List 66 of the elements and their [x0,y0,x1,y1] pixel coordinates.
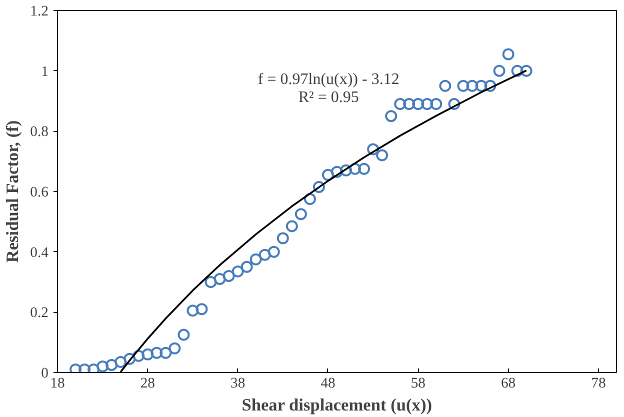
point [124,352,136,365]
point [268,246,280,258]
annotation: f = 0.97ln(u(x)) - 3.12 [258,70,400,88]
point [394,98,406,110]
y-tick-label: 0.6 [30,184,49,200]
point [412,98,424,110]
point [276,232,289,244]
point [96,360,109,372]
point [466,80,478,92]
y-tick-label: 0 [41,366,48,382]
y-tick-label: 0.8 [30,124,49,140]
point [204,276,217,288]
point [286,220,298,232]
point [150,346,163,359]
point [168,342,181,354]
point [132,350,145,362]
point [331,166,343,178]
x-tick-label: 38 [230,376,246,392]
x-tick-label: 68 [500,376,516,392]
point [304,193,316,206]
x-tick-label: 78 [591,376,606,392]
point [430,98,442,110]
point [439,80,452,92]
point [511,64,524,77]
point [114,356,127,368]
point [421,98,434,110]
point [358,162,370,175]
point [294,208,307,220]
point [448,98,460,110]
point [349,162,362,175]
point [484,80,496,92]
point [312,180,325,193]
point [322,168,334,181]
point [475,80,488,92]
point [520,64,532,77]
point [186,304,199,317]
point [160,346,172,359]
point [340,164,352,176]
point [178,328,190,341]
y-tick-label: 0.2 [30,305,49,322]
point [493,64,506,77]
point [240,260,253,273]
x-tick-label: 28 [140,376,155,392]
y-tick-label: 1.2 [30,4,49,20]
point [258,248,271,261]
point [232,265,244,278]
point [385,110,398,122]
point [142,348,154,360]
x-tick-label: 58 [410,376,426,392]
point [376,149,388,162]
point [502,48,514,60]
x-axis-title: Shear displacement (u(x)) [242,396,432,414]
point [214,272,226,285]
y-tick-label: 0.4 [30,244,50,261]
x-tick-label: 48 [320,376,336,392]
point [403,98,416,110]
point [196,303,208,316]
y-tick-label: 1 [41,64,48,80]
point [222,270,235,282]
point [457,80,470,92]
y-axis-title: Residual Factor, (f) [3,120,22,263]
point [250,253,262,266]
x-tick-label: 18 [50,376,65,392]
annotation: R² = 0.95 [298,88,359,106]
point [106,358,118,371]
point [367,143,380,156]
